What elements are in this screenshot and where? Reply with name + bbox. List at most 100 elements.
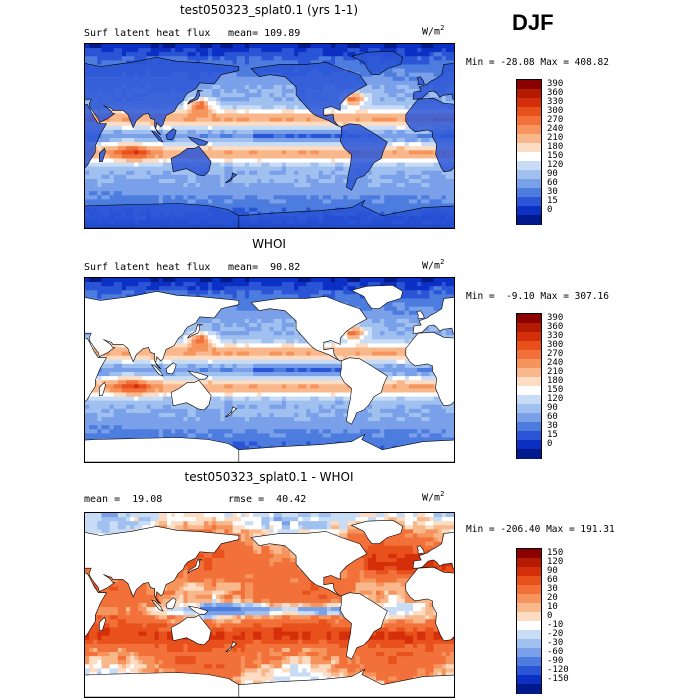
colorbar-tick-label: 0: [547, 610, 553, 621]
colorbar-tick-label: 60: [547, 411, 558, 422]
colorbar-tick-label: 390: [547, 78, 564, 89]
colorbar-tick-label: 360: [547, 321, 564, 332]
colorbar-tick-label: 150: [547, 150, 564, 161]
colorbar-tick-label: 240: [547, 357, 564, 368]
panel-3-colorbar: [516, 548, 542, 694]
colorbar-swatch: [517, 314, 541, 324]
colorbar-tick-label: 0: [547, 438, 553, 449]
colorbar-swatch: [517, 107, 541, 117]
colorbar-tick-label: 30: [547, 186, 558, 197]
colorbar-swatch: [517, 395, 541, 405]
land-mask: [85, 519, 454, 697]
colorbar-tick-label: -20: [547, 628, 564, 639]
map-canvas: [85, 278, 454, 462]
colorbar-swatch: [517, 188, 541, 198]
map-canvas: [85, 44, 454, 228]
colorbar-swatch: [517, 197, 541, 207]
panel-1-mean-label: mean= 109.89: [228, 28, 301, 39]
colorbar-tick-label: 300: [547, 105, 564, 116]
colorbar-tick-label: -150: [547, 673, 569, 684]
colorbar-swatch: [517, 594, 541, 604]
colorbar-swatch: [517, 612, 541, 622]
colorbar-tick-label: 120: [547, 159, 564, 170]
colorbar-swatch: [517, 377, 541, 387]
colorbar-swatch: [517, 215, 541, 225]
colorbar-swatch: [517, 98, 541, 108]
colorbar-tick-label: 150: [547, 547, 564, 558]
colorbar-swatch: [517, 621, 541, 631]
panel-3-rmse-label: rmse = 40.42: [228, 494, 307, 505]
colorbar-swatch: [517, 648, 541, 658]
colorbar-swatch: [517, 639, 541, 649]
colorbar-swatch: [517, 567, 541, 577]
land-mask: [85, 284, 454, 462]
colorbar-swatch: [517, 440, 541, 450]
colorbar-swatch: [517, 152, 541, 162]
colorbar-tick-label: 270: [547, 114, 564, 125]
panel-2-map: [84, 277, 455, 463]
panel-3-map: [84, 512, 455, 698]
colorbar-tick-label: 60: [547, 177, 558, 188]
colorbar-swatch: [517, 684, 541, 694]
colorbar-tick-label: 15: [547, 429, 558, 440]
panel-1-title: test050323_splat0.1 (yrs 1-1): [179, 3, 359, 17]
panel-2-min-max: Min = -9.10 Max = 307.16: [466, 291, 609, 302]
panel-1-units: W/m2: [422, 24, 445, 38]
colorbar-tick-label: 300: [547, 339, 564, 350]
colorbar-swatch: [517, 675, 541, 685]
colorbar-tick-label: 180: [547, 141, 564, 152]
colorbar-tick-label: -120: [547, 664, 569, 675]
colorbar-swatch: [517, 143, 541, 153]
colorbar-tick-label: -60: [547, 646, 564, 657]
colorbar-tick-label: 210: [547, 132, 564, 143]
colorbar-swatch: [517, 125, 541, 135]
colorbar-tick-label: 20: [547, 592, 558, 603]
colorbar-tick-label: 150: [547, 384, 564, 395]
land-mask: [85, 50, 454, 228]
colorbar-tick-label: 390: [547, 312, 564, 323]
colorbar-swatch: [517, 341, 541, 351]
panel-1-variable-label: Surf latent heat flux: [84, 28, 211, 39]
colorbar-tick-label: 90: [547, 168, 558, 179]
colorbar-swatch: [517, 657, 541, 667]
colorbar-swatch: [517, 332, 541, 342]
colorbar-swatch: [517, 431, 541, 441]
colorbar-swatch: [517, 116, 541, 126]
colorbar-tick-label: 0: [547, 204, 553, 215]
colorbar-tick-label: 30: [547, 420, 558, 431]
colorbar-swatch: [517, 134, 541, 144]
colorbar-swatch: [517, 386, 541, 396]
panel-2-colorbar: [516, 313, 542, 459]
colorbar-swatch: [517, 179, 541, 189]
colorbar-tick-label: -30: [547, 637, 564, 648]
panel-2-mean-label: mean= 90.82: [228, 262, 301, 273]
panel-3-title: test050323_splat0.1 - WHOI: [184, 470, 354, 484]
colorbar-tick-label: 10: [547, 601, 558, 612]
panel-1-colorbar: [516, 79, 542, 225]
colorbar-swatch: [517, 449, 541, 459]
colorbar-swatch: [517, 630, 541, 640]
panel-2-title: WHOI: [252, 237, 286, 251]
season-label: DJF: [512, 10, 554, 35]
colorbar-tick-label: 60: [547, 574, 558, 585]
colorbar-swatch: [517, 350, 541, 360]
colorbar-tick-label: 30: [547, 583, 558, 594]
panel-2-variable-label: Surf latent heat flux: [84, 262, 211, 273]
panel-1-map: [84, 43, 455, 229]
colorbar-swatch: [517, 404, 541, 414]
colorbar-swatch: [517, 80, 541, 90]
colorbar-tick-label: 90: [547, 565, 558, 576]
panel-3-min-max: Min = -206.40 Max = 191.31: [466, 524, 615, 535]
colorbar-swatch: [517, 323, 541, 333]
panel-1-min-max: Min = -28.08 Max = 408.82: [466, 57, 609, 68]
colorbar-swatch: [517, 170, 541, 180]
colorbar-tick-label: -10: [547, 619, 564, 630]
map-canvas: [85, 513, 454, 697]
colorbar-tick-label: 330: [547, 96, 564, 107]
colorbar-swatch: [517, 161, 541, 171]
colorbar-swatch: [517, 603, 541, 613]
colorbar-tick-label: -90: [547, 655, 564, 666]
colorbar-swatch: [517, 576, 541, 586]
colorbar-swatch: [517, 666, 541, 676]
colorbar-swatch: [517, 549, 541, 559]
